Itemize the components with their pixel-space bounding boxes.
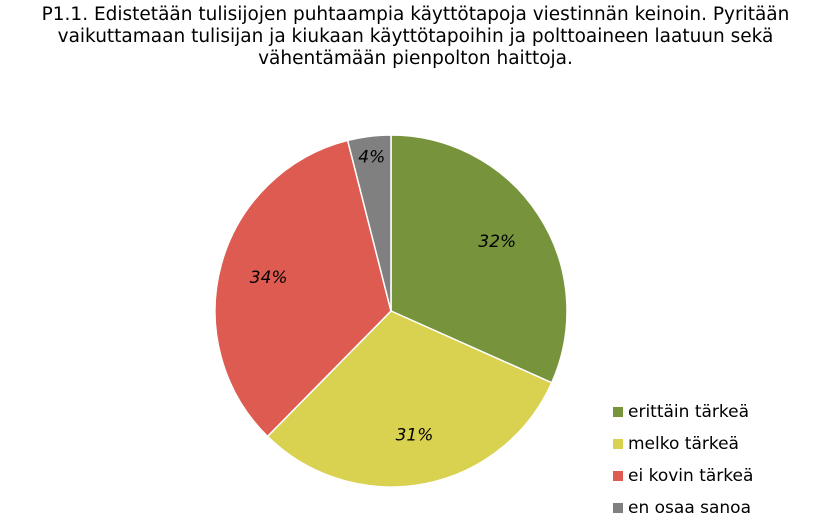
chart-title: P1.1. Edistetään tulisijojen puhtaampia … [0,4,831,70]
data-label-2: 34% [250,268,288,288]
data-label-3: 4% [358,147,385,167]
data-label-1: 31% [396,426,434,446]
chart-title-line-3: vähentämään pienpolton haittoja. [258,48,573,69]
legend-item-2: ei kovin tärkeä [613,460,831,492]
legend-swatch-2 [613,471,623,481]
legend-label-3: en osaa sanoa [628,498,752,518]
pie-slice-1 [266,310,553,488]
chart-title-line-2: vaikuttamaan tulisijan ja kiukaan käyttö… [57,26,774,47]
pie-slice-3 [346,134,392,312]
pie-slice-2 [214,139,392,438]
legend-item-3: en osaa sanoa [613,492,831,524]
legend-label-2: ei kovin tärkeä [628,466,754,486]
legend-label-0: erittäin tärkeä [628,402,750,422]
chart-title-line-1: P1.1. Edistetään tulisijojen puhtaampia … [41,4,790,25]
legend-swatch-1 [613,439,623,449]
legend: erittäin tärkeä melko tärkeä ei kovin tä… [613,396,831,524]
pie-slice-0 [390,134,568,384]
pie-data-labels: 32% 31% 34% 4% [250,147,516,445]
data-label-0: 32% [478,232,516,252]
legend-swatch-3 [613,503,623,513]
legend-item-1: melko tärkeä [613,428,831,460]
pie-slices [214,134,568,488]
legend-swatch-0 [613,407,623,417]
legend-item-0: erittäin tärkeä [613,396,831,428]
legend-label-1: melko tärkeä [628,434,739,454]
